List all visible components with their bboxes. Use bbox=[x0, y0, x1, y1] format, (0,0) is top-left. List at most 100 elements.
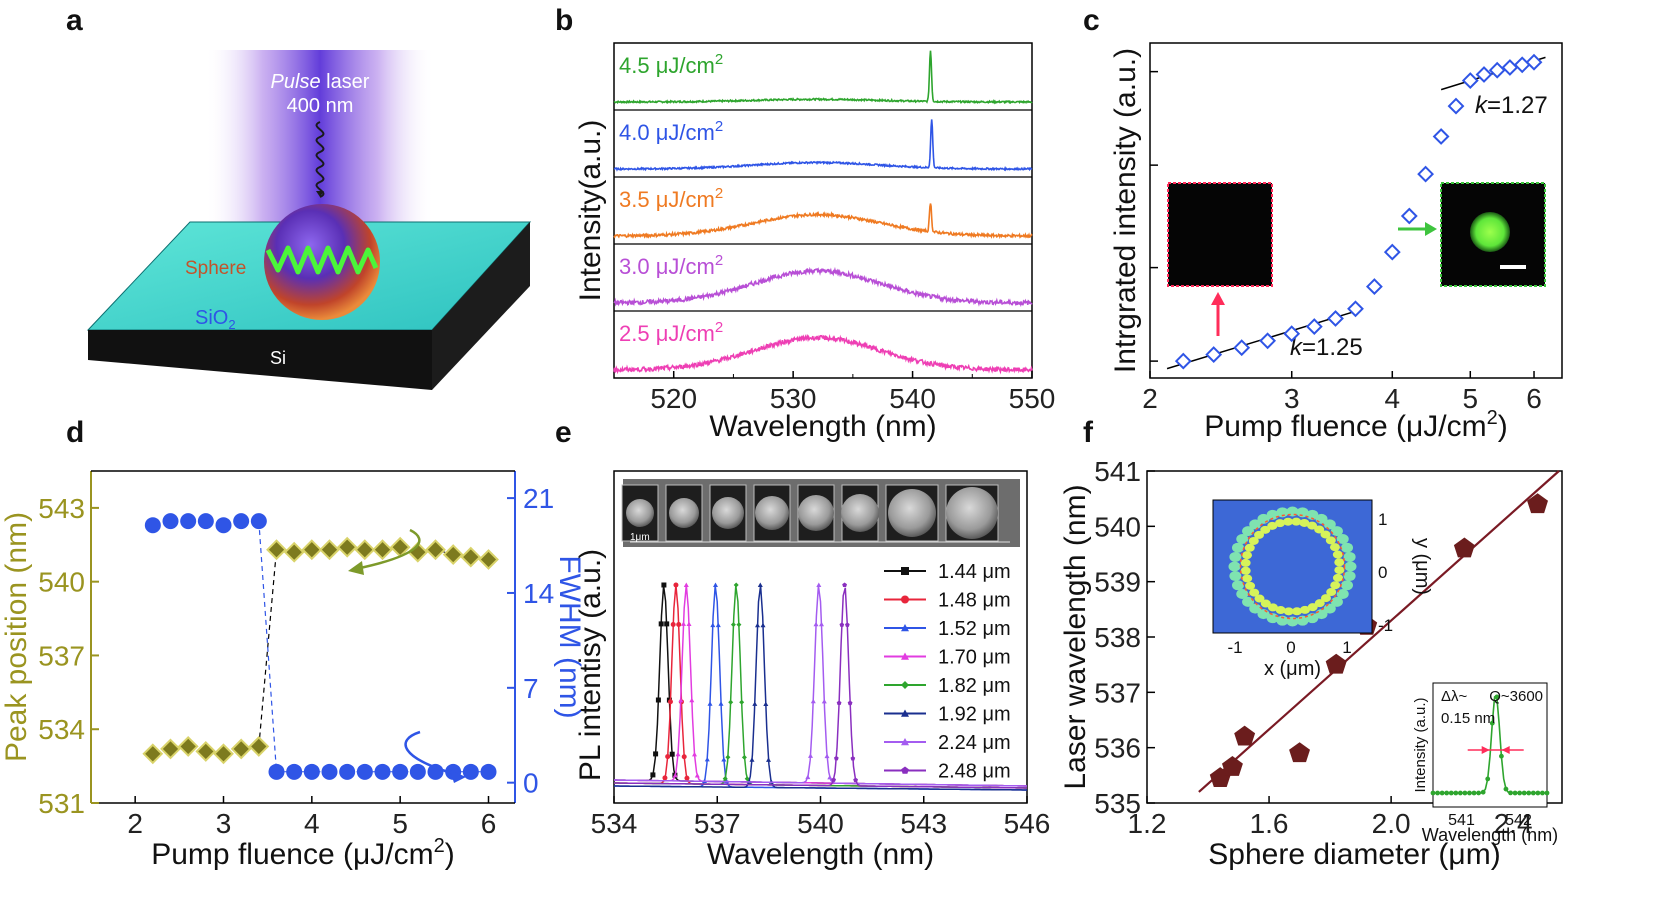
f-mode-lobe-inner bbox=[1283, 517, 1294, 526]
e-spectrum-line bbox=[614, 585, 1027, 791]
e-xlabel: Wavelength (nm) bbox=[707, 838, 934, 871]
f-mode-lobe-inner bbox=[1330, 581, 1341, 590]
f-mode-lobe-inner bbox=[1314, 525, 1325, 534]
d-peak-point bbox=[354, 539, 376, 561]
c-data-point bbox=[1525, 53, 1543, 71]
e-data-marker bbox=[819, 621, 824, 627]
e-data-marker bbox=[658, 621, 664, 627]
e-xtick-label: 546 bbox=[1004, 808, 1051, 839]
e-sem-sphere bbox=[798, 495, 834, 531]
b-xtick-label: 540 bbox=[889, 383, 936, 414]
e-data-marker bbox=[683, 582, 689, 587]
f-mode-lobe-outer bbox=[1336, 589, 1349, 599]
c-data-point bbox=[1305, 318, 1323, 336]
e-data-marker bbox=[805, 774, 811, 780]
f-spectrum-marker bbox=[1444, 790, 1450, 796]
c-data-point bbox=[1488, 61, 1506, 79]
laser-word: laser bbox=[321, 71, 370, 93]
f-mode-lobe-outer bbox=[1330, 596, 1343, 607]
c-fit-label: k=1.27 bbox=[1475, 92, 1548, 119]
f-spectrum-marker bbox=[1521, 790, 1527, 796]
f-mode-ytick-label: 1 bbox=[1378, 510, 1387, 529]
e-data-marker bbox=[707, 701, 713, 706]
f-xtick-label: 2.0 bbox=[1372, 808, 1411, 839]
e-data-marker bbox=[673, 582, 679, 588]
f-spectrum-ylabel: Intensity (a.u.) bbox=[1412, 697, 1429, 792]
d-peak-point bbox=[478, 549, 499, 570]
f-mode-lobe-outer bbox=[1336, 534, 1349, 544]
d-fwhm-point bbox=[233, 513, 250, 530]
d-peak-point bbox=[248, 735, 270, 757]
e-legend-label: 1.44 μm bbox=[938, 561, 1011, 583]
d-jump-fwhm bbox=[258, 521, 278, 772]
f-mode-lobe-inner bbox=[1242, 551, 1253, 560]
c-xtick-label: 6 bbox=[1526, 383, 1542, 414]
f-mode-lobe-outer bbox=[1306, 509, 1319, 520]
photon-wave bbox=[315, 121, 325, 198]
f-mode-lobe-inner bbox=[1326, 588, 1337, 597]
e-legend-marker bbox=[901, 595, 909, 604]
f-inset-dl: Δλ~ bbox=[1441, 688, 1468, 705]
d-ytick-left-label: 540 bbox=[38, 567, 85, 598]
e-data-marker bbox=[816, 582, 822, 587]
f-mode-lobe-inner bbox=[1275, 606, 1286, 615]
c-lasing-spot bbox=[1470, 212, 1510, 252]
f-mode-lobe-inner bbox=[1314, 599, 1325, 608]
b-frame bbox=[613, 42, 1033, 379]
f-mode-lobe-outer bbox=[1343, 571, 1356, 582]
f-spectrum-marker bbox=[1540, 790, 1545, 796]
d-fwhm-point bbox=[321, 763, 338, 780]
sio2-sub: 2 bbox=[228, 317, 235, 332]
b-series-label-sup: 2 bbox=[715, 319, 723, 336]
e-data-marker bbox=[733, 582, 739, 588]
panel-d: d 531 534 537 540 543 0 7 14 21 2 3 4 5 6 Pump fluence… bbox=[0, 416, 586, 871]
f-mode-lobe-inner bbox=[1249, 588, 1260, 597]
d-peak-point bbox=[442, 544, 464, 566]
substrate-side bbox=[432, 222, 530, 390]
e-data-marker bbox=[681, 754, 687, 760]
f-data-point bbox=[1289, 742, 1310, 763]
c-data-point bbox=[1383, 243, 1401, 261]
d-ytick-right-label: 21 bbox=[523, 483, 554, 514]
e-data-marker bbox=[655, 697, 661, 703]
e-spectrum-line bbox=[614, 585, 1027, 787]
c-green-arrow-icon bbox=[1425, 222, 1437, 236]
f-mode-lobe-outer bbox=[1296, 507, 1309, 518]
f-data-point bbox=[1325, 653, 1347, 674]
f-mode-lobe-outer bbox=[1228, 561, 1241, 572]
f-ytick-label: 536 bbox=[1094, 733, 1141, 764]
c-data-point bbox=[1513, 56, 1531, 74]
e-legend-marker bbox=[901, 709, 909, 717]
f-mode-xlabel: x (μm) bbox=[1264, 658, 1321, 680]
e-legend-label: 2.24 μm bbox=[938, 732, 1011, 754]
b-series-label: 2.5 μJ/cm2 bbox=[619, 319, 723, 346]
f-mode-lobe-outer bbox=[1306, 613, 1319, 624]
f-mode-lobe-outer bbox=[1343, 551, 1356, 562]
b-series-label-sup: 2 bbox=[715, 118, 723, 135]
panel-e-label: e bbox=[555, 416, 572, 449]
f-mode-lobe-inner bbox=[1299, 518, 1310, 527]
c-data-point bbox=[1233, 339, 1251, 357]
sio2-text: SiO bbox=[195, 307, 228, 329]
d-xtick-label: 4 bbox=[304, 808, 320, 839]
e-legend-marker bbox=[901, 624, 909, 632]
e-data-marker bbox=[684, 775, 690, 781]
d-peak-point bbox=[372, 539, 393, 561]
f-spectrum-marker bbox=[1471, 790, 1477, 796]
d-ytick-left-label: 534 bbox=[38, 714, 85, 745]
e-data-marker bbox=[667, 699, 673, 705]
f-spectrum-marker bbox=[1476, 790, 1481, 796]
f-mode-lobe-inner bbox=[1254, 530, 1265, 539]
f-mode-lobe-inner bbox=[1245, 581, 1256, 590]
e-data-marker bbox=[728, 699, 734, 705]
pulse-word: Pulse bbox=[271, 71, 321, 93]
f-mode-lobe-outer bbox=[1341, 542, 1354, 553]
b-spectrum-line bbox=[613, 266, 1033, 308]
panel-c-label: c bbox=[1083, 4, 1100, 37]
e-data-marker bbox=[810, 698, 816, 704]
e-data-marker bbox=[836, 700, 842, 705]
d-fwhm-point bbox=[392, 763, 409, 780]
f-mode-lobe-inner bbox=[1240, 566, 1251, 575]
panel-d-plot: 531 534 537 540 543 0 7 14 21 2 3 4 5 6 Pump fluence (… bbox=[0, 470, 586, 871]
